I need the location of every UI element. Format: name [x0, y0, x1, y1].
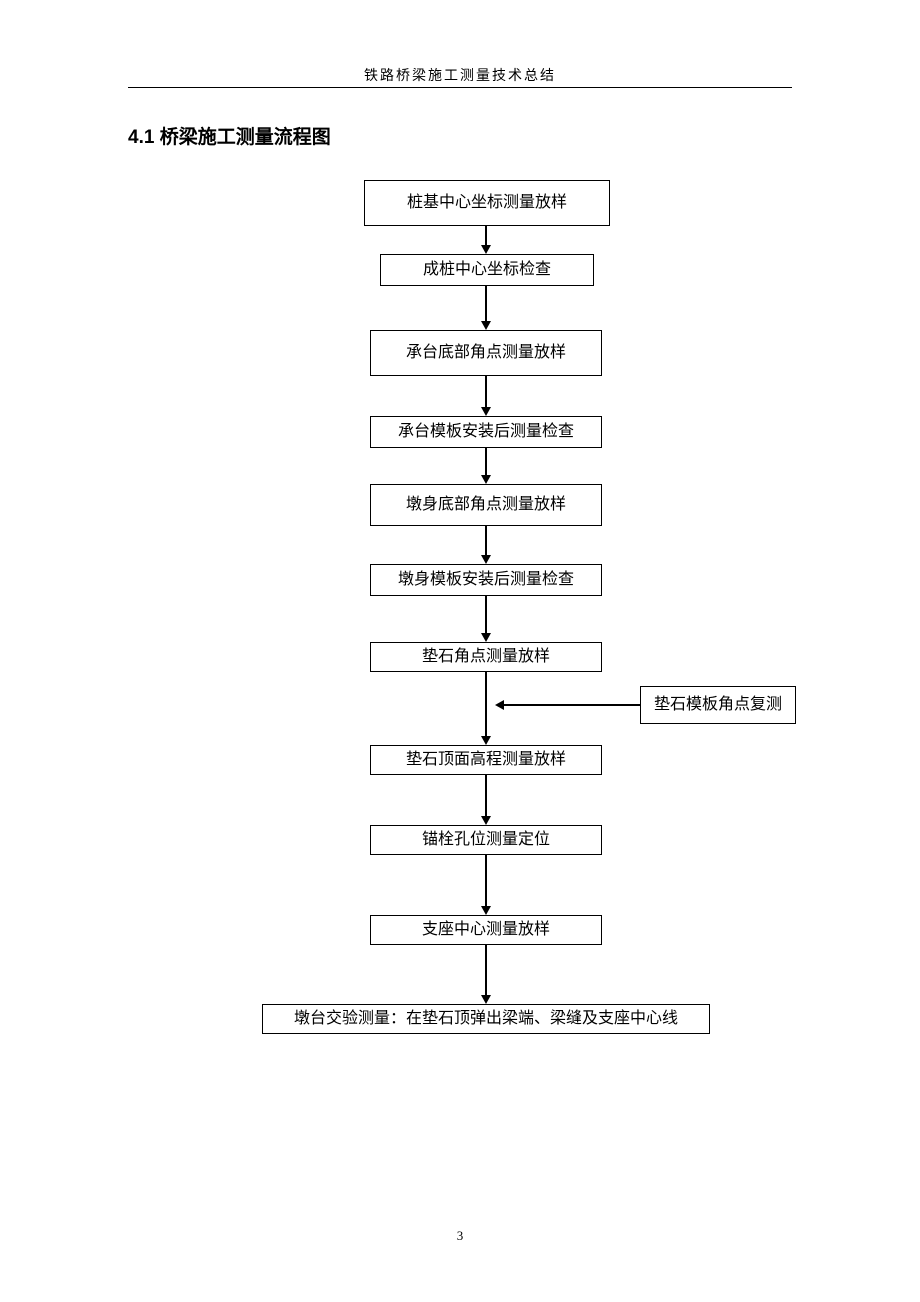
flow-node-n2: 成桩中心坐标检查 [380, 254, 594, 286]
flow-node-n6: 墩身模板安装后测量检查 [370, 564, 602, 596]
flow-edge-6 [485, 672, 487, 736]
flow-edge-8 [485, 855, 487, 906]
flow-arrowhead-1 [481, 321, 491, 330]
flow-edge-4 [485, 526, 487, 555]
flow-node-n1: 桩基中心坐标测量放样 [364, 180, 610, 226]
flow-arrowhead-6 [481, 736, 491, 745]
flow-side-edge [504, 704, 640, 706]
flow-arrowhead-2 [481, 407, 491, 416]
flow-node-n8: 垫石顶面高程测量放样 [370, 745, 602, 775]
flow-edge-1 [485, 286, 487, 321]
flow-arrowhead-7 [481, 816, 491, 825]
flowchart-container: 桩基中心坐标测量放样成桩中心坐标检查承台底部角点测量放样承台模板安装后测量检查墩… [0, 180, 920, 1160]
flow-side-arrowhead [495, 700, 504, 710]
flow-arrowhead-3 [481, 475, 491, 484]
flow-node-n5: 墩身底部角点测量放样 [370, 484, 602, 526]
flow-edge-9 [485, 945, 487, 995]
flow-node-n3: 承台底部角点测量放样 [370, 330, 602, 376]
flow-edge-7 [485, 775, 487, 816]
flow-node-n11: 墩台交验测量：在垫石顶弹出梁端、梁缝及支座中心线 [262, 1004, 710, 1034]
flow-arrowhead-8 [481, 906, 491, 915]
flow-arrowhead-4 [481, 555, 491, 564]
flow-edge-0 [485, 226, 487, 245]
flow-edge-2 [485, 376, 487, 407]
flow-node-side: 垫石模板角点复测 [640, 686, 796, 724]
header-rule [128, 87, 792, 88]
flow-arrowhead-5 [481, 633, 491, 642]
flow-node-n9: 锚栓孔位测量定位 [370, 825, 602, 855]
doc-header-title: 铁路桥梁施工测量技术总结 [0, 65, 920, 85]
section-title: 4.1 桥梁施工测量流程图 [128, 122, 331, 149]
flow-arrowhead-0 [481, 245, 491, 254]
flow-arrowhead-9 [481, 995, 491, 1004]
flow-node-n4: 承台模板安装后测量检查 [370, 416, 602, 448]
flow-node-n7: 垫石角点测量放样 [370, 642, 602, 672]
flow-node-n10: 支座中心测量放样 [370, 915, 602, 945]
flow-edge-5 [485, 596, 487, 633]
flow-edge-3 [485, 448, 487, 475]
page-number: 3 [0, 1228, 920, 1244]
